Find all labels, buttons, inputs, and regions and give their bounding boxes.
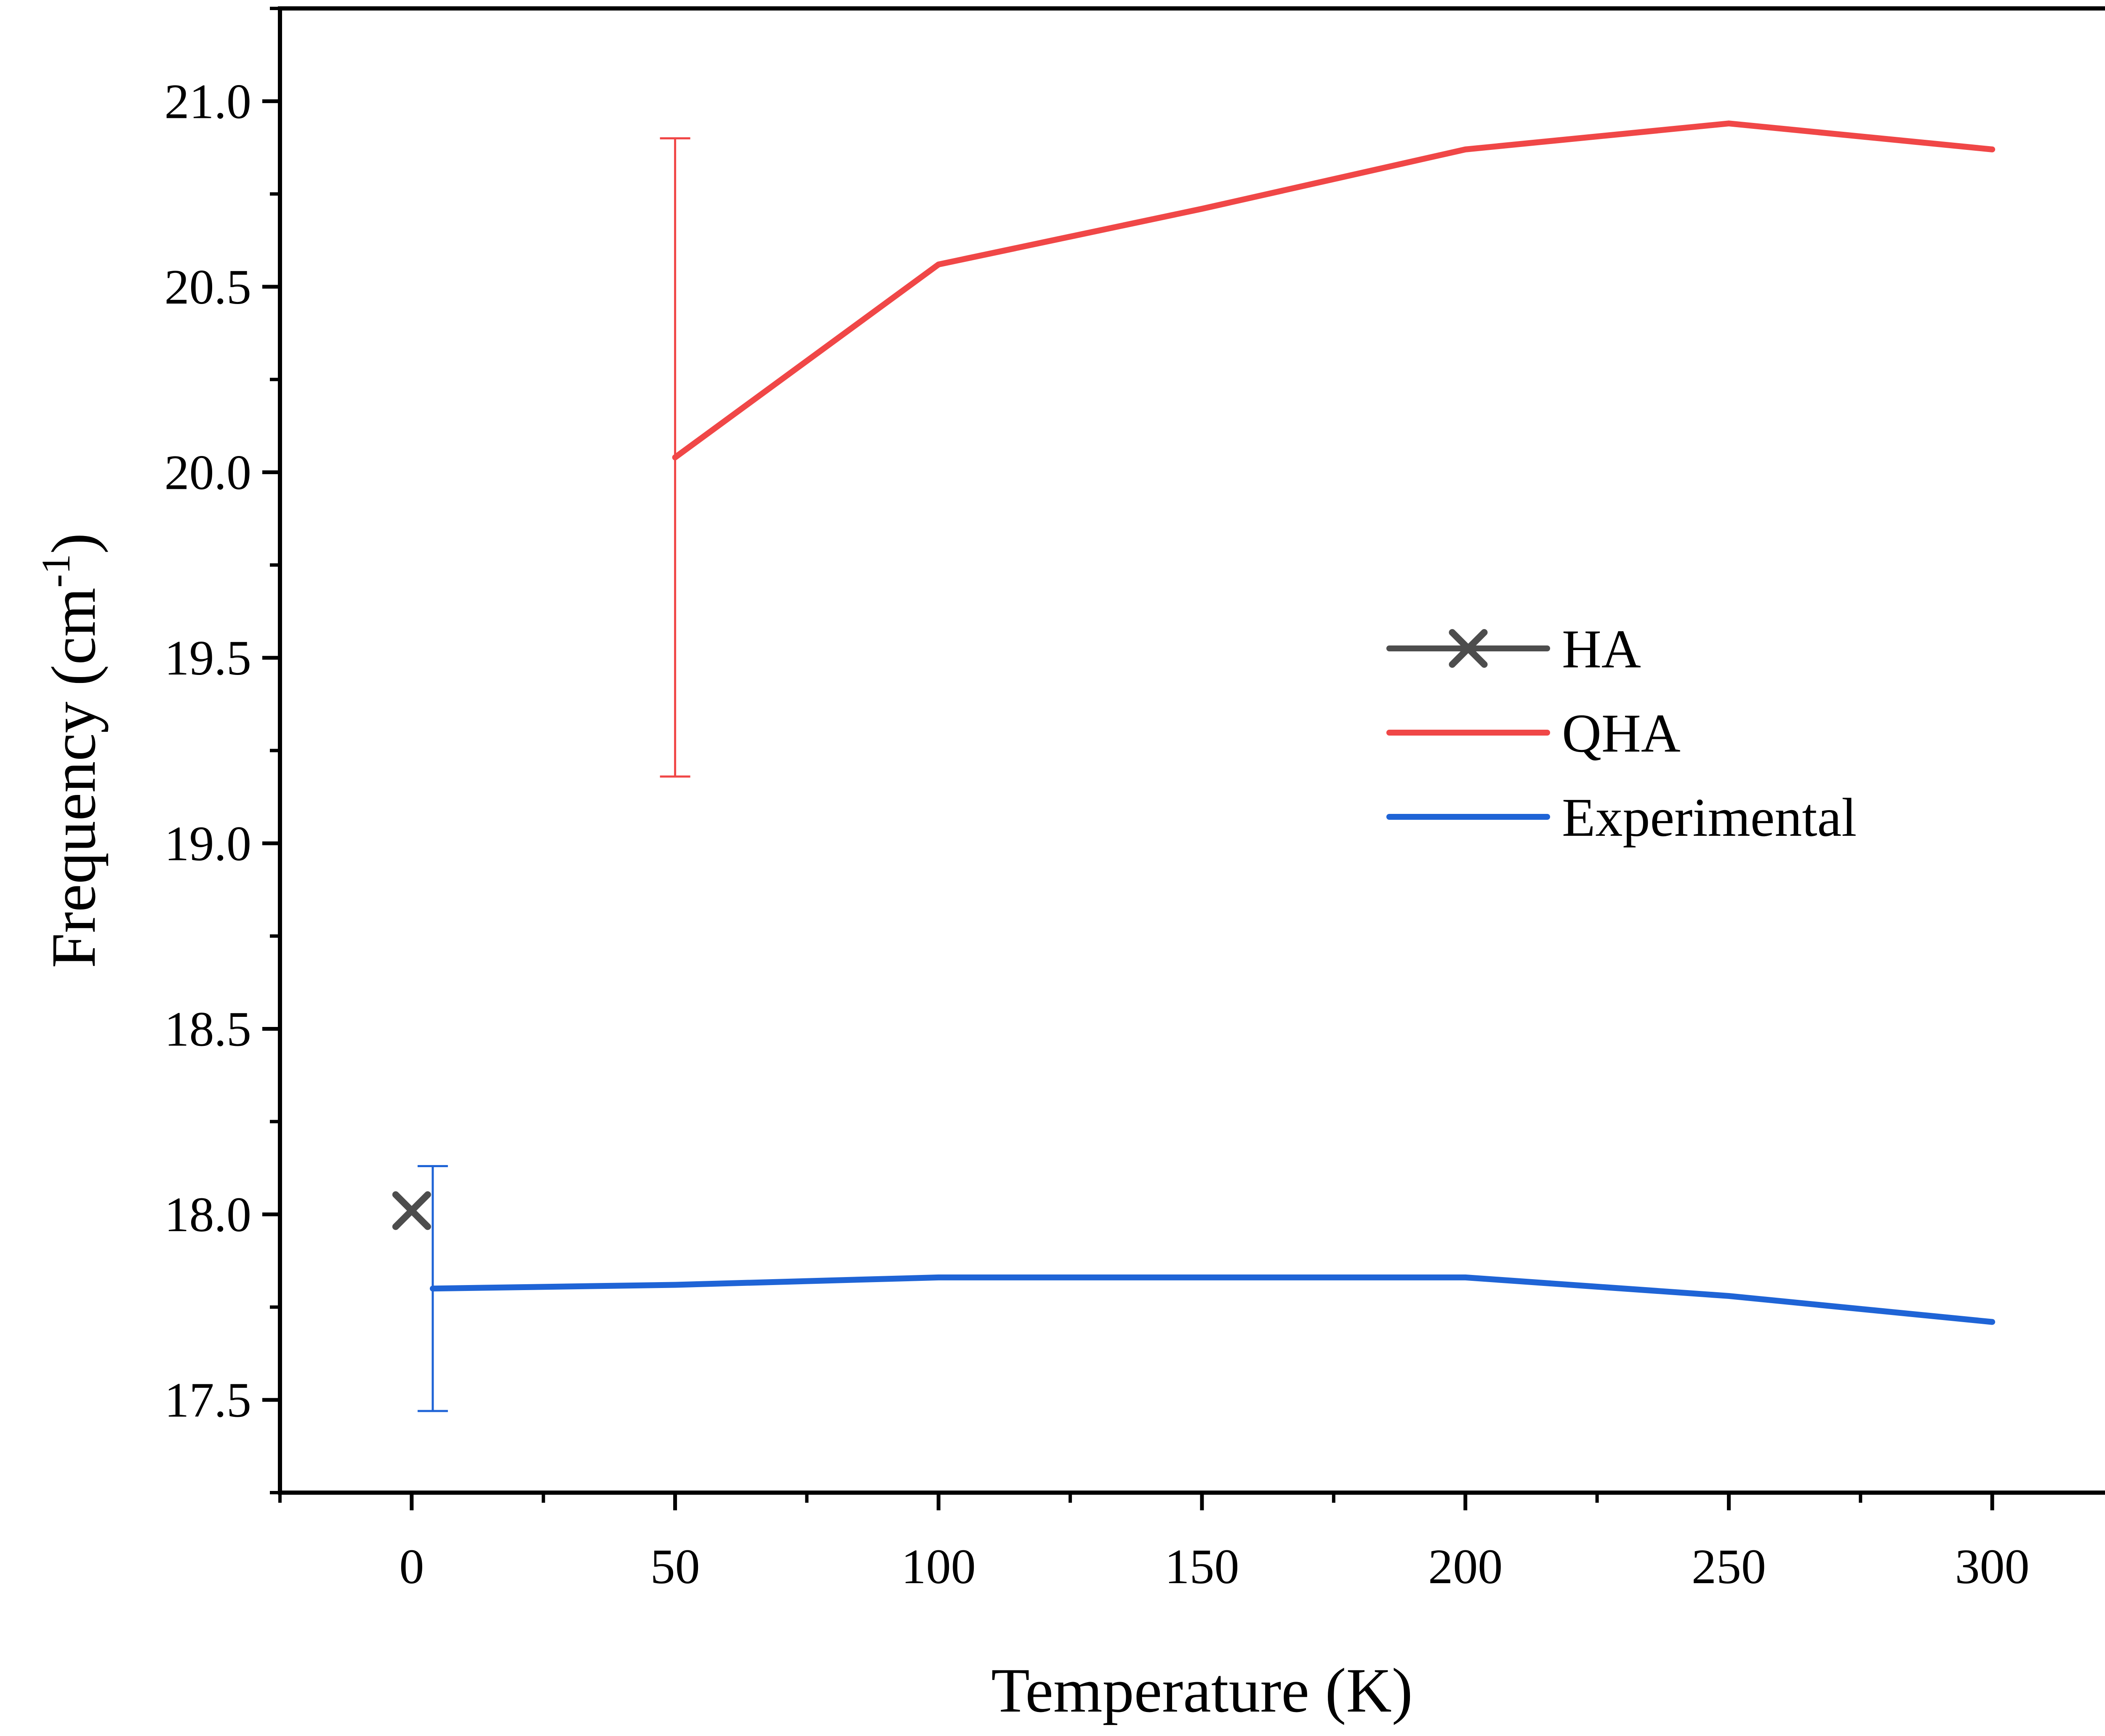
data-point-qha <box>1728 123 1729 124</box>
y-tick-label: 19.0 <box>165 816 252 871</box>
data-point-experimental <box>1992 1322 1993 1323</box>
series-qha <box>660 120 1996 778</box>
y-axis-title-sup: -1 <box>33 554 78 588</box>
y-axis: 17.5 18.0 18.5 19.0 19.5 20.0 20.5 21.0 <box>165 7 280 1494</box>
y-axis-title: Frequency (cm-1) <box>33 533 109 968</box>
legend-item-experimental: Experimental <box>1386 787 1857 848</box>
x-axis-title: Temperature (K) <box>991 1656 1412 1725</box>
y-tick-label: 20.0 <box>165 445 252 500</box>
x-marker-stroke-b <box>1449 629 1488 668</box>
data-point-experimental <box>1465 1277 1466 1278</box>
legend-label-ha: HA <box>1562 619 1641 680</box>
legend-item-ha: HA <box>1386 619 1641 680</box>
x-tick-label: 50 <box>650 1539 700 1594</box>
series-ha <box>392 1191 431 1230</box>
series-line-qha <box>672 120 1996 461</box>
data-point-qha <box>1992 149 1993 150</box>
x-axis: 0 50 100 150 200 250 300 <box>278 1493 2030 1594</box>
legend: HA QHA Experimental <box>1386 619 1857 848</box>
legend-marker-ha <box>1449 629 1488 668</box>
x-tick-label: 200 <box>1428 1539 1503 1594</box>
data-point-qha <box>938 264 939 265</box>
x-marker-stroke-b <box>392 1191 431 1230</box>
y-tick-label: 17.5 <box>165 1373 252 1428</box>
data-point-experimental <box>432 1288 433 1289</box>
legend-item-qha: QHA <box>1386 703 1681 764</box>
y-tick-label: 18.5 <box>165 1001 252 1056</box>
plot-area <box>278 6 2105 1495</box>
y-tick-label: 20.5 <box>165 259 252 315</box>
y-axis-title-main: Frequency (cm <box>39 588 109 968</box>
legend-label-experimental: Experimental <box>1562 787 1857 848</box>
y-axis-title-end: ) <box>39 533 109 554</box>
data-point-qha <box>1465 149 1466 150</box>
legend-label-qha: QHA <box>1562 703 1681 764</box>
series-experimental <box>417 1165 1996 1412</box>
data-point-experimental <box>938 1277 939 1278</box>
y-tick-label: 18.0 <box>165 1187 252 1242</box>
x-tick-label: 100 <box>901 1539 976 1594</box>
y-tick-label: 21.0 <box>165 74 252 129</box>
x-tick-label: 150 <box>1165 1539 1239 1594</box>
data-point-ha <box>392 1191 431 1230</box>
x-tick-label: 250 <box>1692 1539 1766 1594</box>
y-tick-label: 19.5 <box>165 630 252 685</box>
series-line-experimental <box>429 1274 1996 1325</box>
x-tick-label: 300 <box>1955 1539 2030 1594</box>
data-point-qha <box>675 457 676 458</box>
series-layer <box>392 120 1996 1412</box>
x-tick-label: 0 <box>399 1539 424 1594</box>
plot-frame <box>278 6 2105 1495</box>
